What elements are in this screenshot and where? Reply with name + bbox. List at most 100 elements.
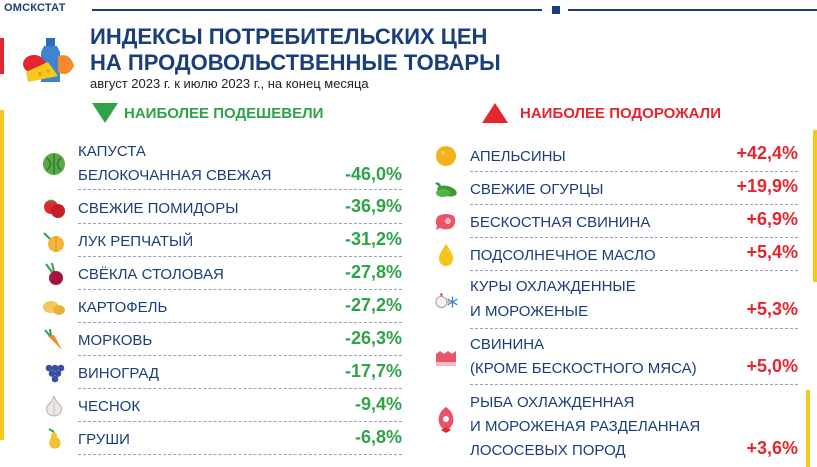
list-item: АПЕЛЬСИНЫ +42,4% [432, 140, 798, 173]
item-label-line2: И МОРОЖЕНЫЕ [470, 303, 589, 320]
oil-drop-icon [434, 243, 458, 267]
left-accent-bar [0, 38, 4, 74]
item-value: -6,8% [354, 427, 402, 447]
item-label: СВЕЖИЕ ОГУРЦЫ [470, 181, 604, 198]
item-label: МОРКОВЬ [78, 332, 153, 349]
item-value: +19,9% [736, 176, 798, 196]
beet-icon [42, 262, 66, 286]
item-label: ЛУК РЕПЧАТЫЙ [78, 233, 194, 250]
item-label: СВЁКЛА СТОЛОВАЯ [78, 266, 224, 283]
pricier-heading: НАИБОЛЕЕ ПОДОРОЖАЛИ [482, 103, 721, 123]
item-value: -17,7% [344, 361, 402, 381]
list-item: СВЁКЛА СТОЛОВАЯ -27,8% [40, 258, 402, 291]
item-label: КАПУСТА [78, 143, 146, 160]
list-item: БЕСКОСТНАЯ СВИНИНА +6,9% [432, 206, 798, 239]
row-divider [78, 388, 402, 389]
item-value: -9,4% [354, 394, 402, 414]
list-item: СВЕЖИЕ ОГУРЦЫ +19,9% [432, 173, 798, 206]
item-label: РЫБА ОХЛАЖДЕННАЯ [470, 394, 635, 411]
right-accent-bar [813, 130, 817, 282]
list-item: ВИНОГРАД -17,7% [40, 357, 402, 390]
row-divider [470, 328, 798, 329]
page-title-line2: НА ПРОДОВОЛЬСТВЕННЫЕ ТОВАРЫ [90, 50, 501, 75]
row-divider [78, 223, 402, 224]
item-label: ВИНОГРАД [78, 365, 160, 382]
row-divider [78, 355, 402, 356]
grapes-icon [42, 361, 66, 385]
item-label-line3: ЛОСОСЕВЫХ ПОРОД [470, 442, 626, 459]
row-divider [470, 270, 798, 271]
item-label: КАРТОФЕЛЬ [78, 299, 168, 316]
pear-icon [42, 427, 66, 451]
pork-steak-icon [434, 210, 458, 234]
list-item: РЫБА ОХЛАЖДЕННАЯ И МОРОЖЕНАЯ РАЗДЕЛАННАЯ… [432, 386, 798, 464]
chicken-snowflake-icon [434, 290, 458, 314]
list-item: ГРУШИ -6,8% [40, 423, 402, 456]
row-divider [470, 171, 798, 172]
cabbage-icon [42, 152, 66, 176]
item-value: +3,6% [746, 438, 798, 458]
down-triangle-icon [92, 103, 118, 123]
top-divider-right [568, 9, 817, 11]
row-divider [78, 189, 402, 190]
tomato-icon [42, 196, 66, 220]
page-subtitle: август 2023 г. к июлю 2023 г., на конец … [90, 76, 369, 91]
potato-icon [42, 295, 66, 319]
brand-label: ОМСКСТАТ [4, 2, 66, 14]
item-value: -46,0% [344, 164, 402, 184]
up-triangle-icon [482, 103, 508, 123]
list-item: КАРТОФЕЛЬ -27,2% [40, 291, 402, 324]
pricier-heading-text: НАИБОЛЕЕ ПОДОРОЖАЛИ [520, 104, 721, 122]
pricier-list: АПЕЛЬСИНЫ +42,4% СВЕЖИЕ ОГУРЦЫ +19,9% БЕ… [432, 140, 798, 464]
left-accent-bar-yellow [0, 110, 4, 440]
item-label: СВИНИНА [470, 336, 545, 353]
row-divider [78, 421, 402, 422]
item-value: +6,9% [746, 209, 798, 229]
row-divider [470, 384, 798, 385]
item-label: АПЕЛЬСИНЫ [470, 148, 566, 165]
orange-icon [434, 144, 458, 168]
cheaper-heading-text: НАИБОЛЕЕ ПОДЕШЕВЕЛИ [124, 104, 324, 122]
top-divider-square [552, 6, 560, 14]
item-value: -27,8% [344, 262, 402, 282]
page-title-line1: ИНДЕКСЫ ПОТРЕБИТЕЛЬСКИХ ЦЕН [90, 24, 488, 49]
item-label: СВЕЖИЕ ПОМИДОРЫ [78, 200, 239, 217]
row-divider [470, 237, 798, 238]
list-item: МОРКОВЬ -26,3% [40, 324, 402, 357]
item-value: -27,2% [344, 295, 402, 315]
item-label-line2: БЕЛОКОЧАННАЯ СВЕЖАЯ [78, 167, 272, 184]
list-item: ПОДСОЛНЕЧНОЕ МАСЛО +5,4% [432, 239, 798, 272]
row-divider [78, 322, 402, 323]
fish-icon [434, 407, 458, 433]
list-item: КАПУСТА БЕЛОКОЧАННАЯ СВЕЖАЯ -46,0% [40, 140, 402, 192]
list-item: ЛУК РЕПЧАТЫЙ -31,2% [40, 225, 402, 258]
item-label: БЕСКОСТНАЯ СВИНИНА [470, 214, 651, 231]
cheaper-heading: НАИБОЛЕЕ ПОДЕШЕВЕЛИ [92, 103, 323, 123]
item-value: +5,0% [746, 356, 798, 376]
item-label: ЧЕСНОК [78, 398, 141, 415]
row-divider [78, 289, 402, 290]
item-value: -36,9% [344, 196, 402, 216]
item-value: +5,3% [746, 299, 798, 319]
carrot-icon [42, 328, 66, 352]
cucumber-icon [434, 177, 458, 201]
item-value: +5,4% [746, 242, 798, 262]
list-item: СВИНИНА (КРОМЕ БЕСКОСТНОГО МЯСА) +5,0% [432, 330, 798, 386]
item-label: ГРУШИ [78, 431, 130, 448]
item-label: ПОДСОЛНЕЧНОЕ МАСЛО [470, 247, 656, 264]
item-value: -31,2% [344, 229, 402, 249]
list-item: СВЕЖИЕ ПОМИДОРЫ -36,9% [40, 192, 402, 225]
item-label: КУРЫ ОХЛАЖДЕННЫЕ [470, 278, 636, 295]
onion-icon [42, 229, 66, 253]
row-divider [470, 204, 798, 205]
row-divider [78, 256, 402, 257]
list-item: КУРЫ ОХЛАЖДЕННЫЕ И МОРОЖЕНЫЕ +5,3% [432, 272, 798, 330]
item-label-line2: (КРОМЕ БЕСКОСТНОГО МЯСА) [470, 360, 697, 377]
top-divider [92, 9, 542, 11]
list-item: ЧЕСНОК -9,4% [40, 390, 402, 423]
garlic-icon [42, 394, 66, 418]
right-accent-bar-lower [806, 390, 810, 467]
item-label-line2: И МОРОЖЕНАЯ РАЗДЕЛАННАЯ [470, 418, 701, 435]
groceries-logo-icon [22, 36, 78, 86]
cheaper-list: КАПУСТА БЕЛОКОЧАННАЯ СВЕЖАЯ -46,0% СВЕЖИ… [40, 140, 402, 456]
